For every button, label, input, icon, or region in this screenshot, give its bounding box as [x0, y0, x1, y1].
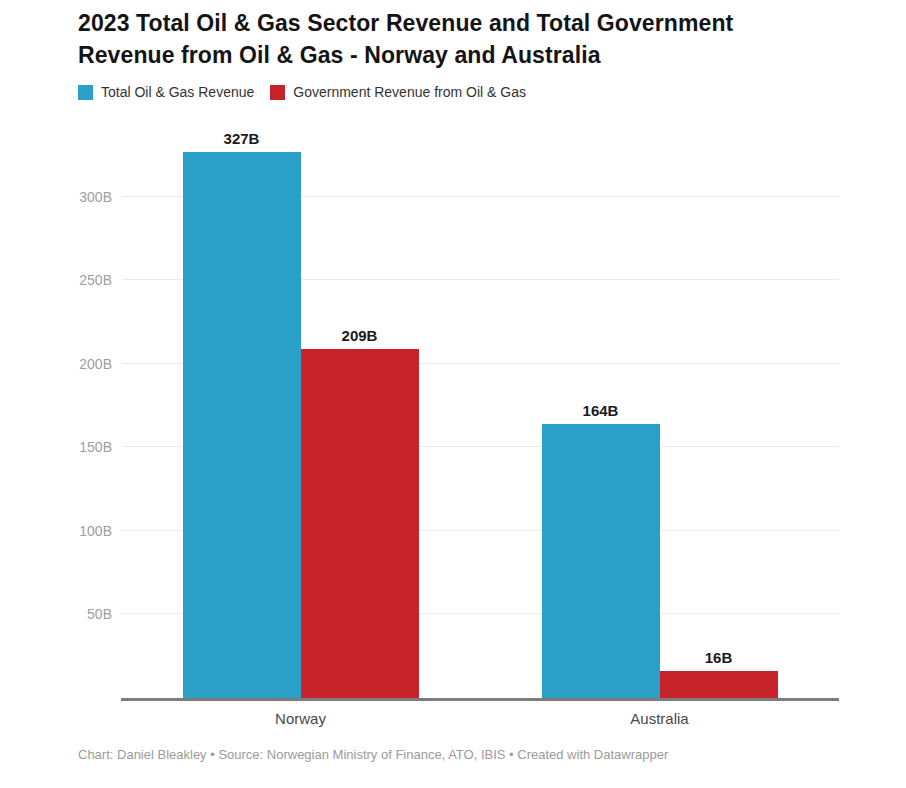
y-axis-tick-label: 100B — [42, 524, 112, 538]
legend-item-total-revenue: Total Oil & Gas Revenue — [78, 84, 254, 100]
y-axis-tick-label: 200B — [42, 357, 112, 371]
y-axis-tick-label: 150B — [42, 440, 112, 454]
bar-australia-total-revenue — [542, 424, 660, 698]
legend-label-government-revenue: Government Revenue from Oil & Gas — [293, 84, 526, 100]
plot-area: 50B100B150B200B250B300B327B209BNorway164… — [121, 130, 839, 701]
x-axis-category-label: Australia — [630, 710, 688, 727]
legend-item-government-revenue: Government Revenue from Oil & Gas — [270, 84, 526, 100]
y-axis-tick-label: 250B — [42, 273, 112, 287]
legend: Total Oil & Gas Revenue Government Reven… — [78, 84, 526, 100]
legend-label-total-revenue: Total Oil & Gas Revenue — [101, 84, 254, 100]
bar-norway-total-revenue — [183, 152, 301, 698]
bar-value-label: 164B — [583, 402, 619, 419]
x-axis-category-label: Norway — [275, 710, 326, 727]
bar-value-label: 327B — [224, 130, 260, 147]
bar-value-label: 16B — [705, 649, 733, 666]
legend-swatch-government-revenue — [270, 85, 285, 100]
attribution-footer: Chart: Daniel Bleakley • Source: Norwegi… — [78, 747, 668, 762]
legend-swatch-total-revenue — [78, 85, 93, 100]
y-axis-tick-label: 50B — [42, 607, 112, 621]
y-axis-tick-label: 300B — [42, 190, 112, 204]
bar-value-label: 209B — [342, 327, 378, 344]
bar-norway-government-revenue — [301, 349, 419, 698]
chart-title: 2023 Total Oil & Gas Sector Revenue and … — [78, 7, 833, 71]
bar-australia-government-revenue — [660, 671, 778, 698]
chart-container: 2023 Total Oil & Gas Sector Revenue and … — [0, 0, 906, 788]
